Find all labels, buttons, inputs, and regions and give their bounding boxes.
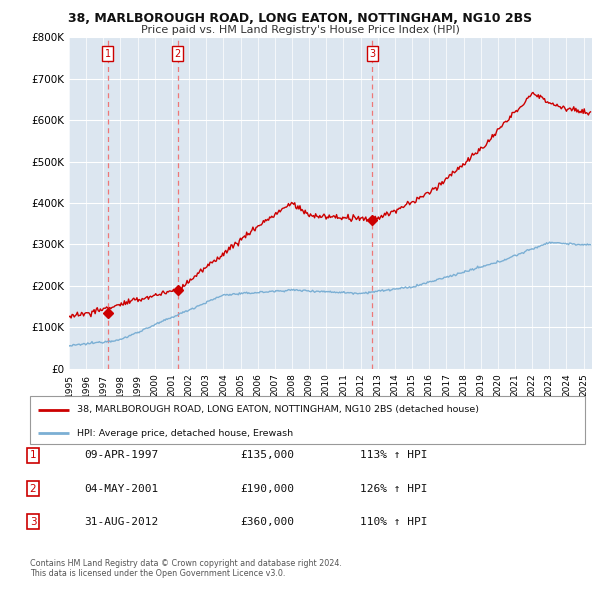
Text: This data is licensed under the Open Government Licence v3.0.: This data is licensed under the Open Gov… <box>30 569 286 578</box>
Text: Contains HM Land Registry data © Crown copyright and database right 2024.: Contains HM Land Registry data © Crown c… <box>30 559 342 568</box>
Text: 04-MAY-2001: 04-MAY-2001 <box>84 484 158 493</box>
Text: 09-APR-1997: 09-APR-1997 <box>84 451 158 460</box>
Text: 113% ↑ HPI: 113% ↑ HPI <box>360 451 427 460</box>
Text: 1: 1 <box>29 451 37 460</box>
Text: 38, MARLBOROUGH ROAD, LONG EATON, NOTTINGHAM, NG10 2BS (detached house): 38, MARLBOROUGH ROAD, LONG EATON, NOTTIN… <box>77 405 479 414</box>
Text: 3: 3 <box>29 517 37 526</box>
Text: £360,000: £360,000 <box>240 517 294 526</box>
Text: HPI: Average price, detached house, Erewash: HPI: Average price, detached house, Erew… <box>77 429 293 438</box>
Text: £190,000: £190,000 <box>240 484 294 493</box>
Text: 2: 2 <box>175 49 181 59</box>
Text: £135,000: £135,000 <box>240 451 294 460</box>
Text: 3: 3 <box>369 49 375 59</box>
Text: Price paid vs. HM Land Registry's House Price Index (HPI): Price paid vs. HM Land Registry's House … <box>140 25 460 35</box>
Text: 2: 2 <box>29 484 37 493</box>
FancyBboxPatch shape <box>30 396 585 444</box>
Text: 126% ↑ HPI: 126% ↑ HPI <box>360 484 427 493</box>
Text: 38, MARLBOROUGH ROAD, LONG EATON, NOTTINGHAM, NG10 2BS: 38, MARLBOROUGH ROAD, LONG EATON, NOTTIN… <box>68 12 532 25</box>
Text: 31-AUG-2012: 31-AUG-2012 <box>84 517 158 526</box>
Text: 110% ↑ HPI: 110% ↑ HPI <box>360 517 427 526</box>
Text: 1: 1 <box>105 49 111 59</box>
